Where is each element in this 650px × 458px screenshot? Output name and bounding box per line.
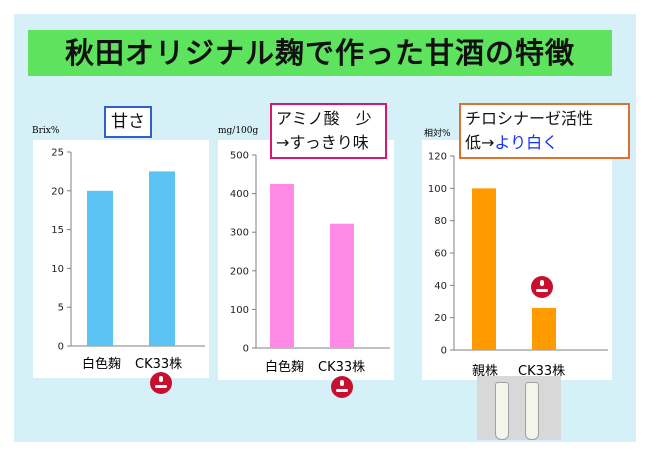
chart-3-unit: 相対% <box>424 129 451 139</box>
chart-2-bar-1 <box>270 183 294 348</box>
chart-3-label-prefix: 低→ <box>465 133 495 152</box>
chart-2-unit: mg/100g <box>218 126 259 136</box>
slide-title: 秋田オリジナル麹で作った甘酒の特徴 <box>64 36 575 70</box>
chart-2-tick-label: 400 <box>230 189 249 200</box>
chart-3-tick-label: 120 <box>428 152 447 163</box>
chart-1-tick-label: 25 <box>51 148 64 159</box>
chart-3-bar-2 <box>532 307 556 350</box>
sample-tube-1 <box>495 382 509 440</box>
chart-2-panel <box>218 140 394 380</box>
chart-1-category-2: CK33株 <box>135 357 183 372</box>
chart-2-tick-label: 300 <box>230 228 249 239</box>
chart-1-unit: Brix% <box>32 126 60 136</box>
chart-3-label-line-2: 低→より白く <box>465 131 624 155</box>
chart-2-label-box: アミノ酸 少 →すっきり味 <box>270 103 387 159</box>
chart-1-label-text: 甘さ <box>111 112 145 132</box>
chart-3-svg: 0 20 40 60 80 100 120 <box>428 152 608 357</box>
title-bar: 秋田オリジナル麹で作った甘酒の特徴 <box>28 30 612 76</box>
chart-1-svg: 0 5 10 15 20 25 <box>51 148 205 353</box>
chart-3-logo-badge <box>531 276 553 298</box>
chart-1-panel <box>33 140 209 378</box>
chart-3-category-2: CK33株 <box>518 364 566 379</box>
chart-1-bar-1 <box>87 190 113 346</box>
chart-2-bar-2 <box>330 223 354 348</box>
chart-2-tick-label: 100 <box>230 305 249 316</box>
chart-1-tick-label: 15 <box>51 225 64 236</box>
chart-1-tick-label: 0 <box>58 342 64 353</box>
chart-1-label-box: 甘さ <box>104 106 152 138</box>
chart-1-logo-badge <box>150 372 172 394</box>
chart-2-tick-label: 0 <box>243 344 249 355</box>
chart-3-tick-label: 40 <box>434 281 447 292</box>
chart-3-tick-label: 0 <box>441 346 447 357</box>
chart-2-logo-badge <box>331 376 353 398</box>
chart-3-tick-label: 60 <box>434 249 447 260</box>
chart-1-category-1: 白色麹 <box>82 357 122 372</box>
chart-3-label-box: チロシナーゼ活性 低→より白く <box>459 103 630 159</box>
chart-2-label-line-2: →すっきり味 <box>276 133 369 152</box>
chart-2-tick-label: 200 <box>230 266 249 277</box>
chart-3-tick-label: 20 <box>434 313 447 324</box>
chart-3-tick-label: 80 <box>434 216 447 227</box>
chart-1-bar-2 <box>149 171 175 346</box>
chart-3-bar-1 <box>472 188 496 350</box>
chart-2-category-2: CK33株 <box>318 360 366 375</box>
chart-2-label-line-1: アミノ酸 少 <box>276 109 372 128</box>
sample-tubes-photo <box>477 376 561 440</box>
chart-3-label-line-1: チロシナーゼ活性 <box>465 109 594 128</box>
sample-tube-2 <box>525 382 539 440</box>
chart-2-tick-label: 500 <box>230 151 249 162</box>
chart-1-tick-label: 20 <box>51 186 64 197</box>
chart-2-svg: 0 100 200 300 400 500 <box>230 151 390 355</box>
chart-3-tick-label: 100 <box>428 184 447 195</box>
chart-3-category-1: 親株 <box>472 364 499 379</box>
chart-3-label-highlight: より白く <box>494 133 559 152</box>
chart-1-tick-label: 10 <box>51 264 64 275</box>
chart-2-category-1: 白色麹 <box>265 360 305 375</box>
chart-1-tick-label: 5 <box>58 303 64 314</box>
